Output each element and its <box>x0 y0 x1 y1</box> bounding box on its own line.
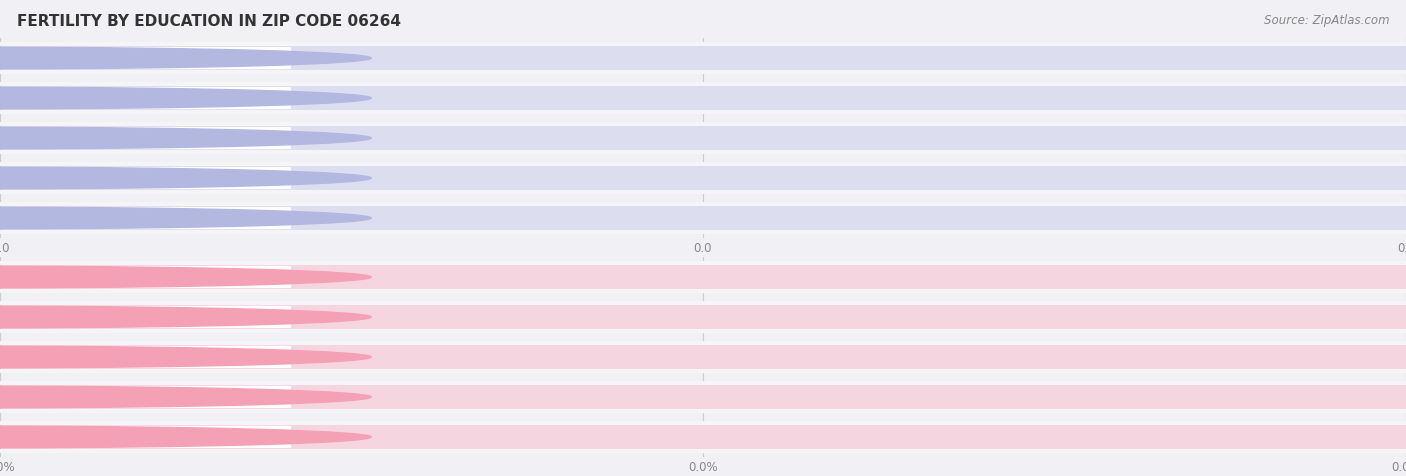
Text: Less than High School: Less than High School <box>77 270 208 284</box>
Bar <box>0 345 1406 369</box>
FancyBboxPatch shape <box>0 47 291 69</box>
Bar <box>0 341 1406 373</box>
Text: 0.0%: 0.0% <box>287 392 318 402</box>
Bar <box>0 265 1 289</box>
Text: 0.0%: 0.0% <box>287 272 318 282</box>
Bar <box>0 86 1406 110</box>
Text: Graduate Degree: Graduate Degree <box>91 430 194 444</box>
Text: 0.0: 0.0 <box>292 213 312 223</box>
Circle shape <box>0 47 371 69</box>
Bar <box>0 46 1 70</box>
Bar <box>0 385 1406 409</box>
Bar <box>0 122 1406 154</box>
Bar <box>0 82 1406 114</box>
FancyBboxPatch shape <box>0 346 291 368</box>
Circle shape <box>0 266 371 288</box>
Text: 0.0%: 0.0% <box>287 432 318 442</box>
Bar <box>0 166 1 190</box>
Bar <box>0 381 1406 413</box>
FancyBboxPatch shape <box>0 127 291 149</box>
Bar <box>0 166 1406 190</box>
Text: Less than High School: Less than High School <box>77 51 208 65</box>
Text: Bachelor's Degree: Bachelor's Degree <box>89 171 197 185</box>
Circle shape <box>0 127 371 149</box>
Bar <box>0 202 1406 234</box>
Text: 0.0: 0.0 <box>292 53 312 63</box>
Text: College or Associate's Degree: College or Associate's Degree <box>55 131 231 145</box>
Bar <box>0 46 1406 70</box>
Text: Bachelor's Degree: Bachelor's Degree <box>89 390 197 404</box>
Circle shape <box>0 87 371 109</box>
Bar <box>0 301 1406 333</box>
Bar <box>0 86 1 110</box>
FancyBboxPatch shape <box>0 386 291 408</box>
Bar <box>0 126 1 150</box>
FancyBboxPatch shape <box>0 167 291 189</box>
Bar <box>0 162 1406 194</box>
Circle shape <box>0 306 371 328</box>
Circle shape <box>0 426 371 448</box>
Text: Graduate Degree: Graduate Degree <box>91 211 194 225</box>
Bar <box>0 421 1406 453</box>
FancyBboxPatch shape <box>0 207 291 229</box>
Bar <box>0 305 1406 329</box>
Bar <box>0 42 1406 74</box>
Bar <box>0 385 1 409</box>
Text: College or Associate's Degree: College or Associate's Degree <box>55 350 231 364</box>
Bar <box>0 206 1406 230</box>
Circle shape <box>0 167 371 189</box>
Text: 0.0: 0.0 <box>292 133 312 143</box>
Bar <box>0 126 1406 150</box>
Bar <box>0 265 1406 289</box>
Bar <box>0 261 1406 293</box>
Text: 0.0: 0.0 <box>292 93 312 103</box>
Circle shape <box>0 346 371 368</box>
Circle shape <box>0 386 371 408</box>
Bar <box>0 305 1 329</box>
Text: 0.0%: 0.0% <box>287 352 318 362</box>
FancyBboxPatch shape <box>0 87 291 109</box>
FancyBboxPatch shape <box>0 266 291 288</box>
Text: 0.0: 0.0 <box>292 173 312 183</box>
Text: FERTILITY BY EDUCATION IN ZIP CODE 06264: FERTILITY BY EDUCATION IN ZIP CODE 06264 <box>17 14 401 30</box>
FancyBboxPatch shape <box>0 306 291 328</box>
Text: High School Diploma: High School Diploma <box>82 310 204 324</box>
Bar <box>0 425 1 449</box>
FancyBboxPatch shape <box>0 426 291 448</box>
Bar <box>0 425 1406 449</box>
Circle shape <box>0 207 371 229</box>
Bar <box>0 206 1 230</box>
Text: Source: ZipAtlas.com: Source: ZipAtlas.com <box>1264 14 1389 27</box>
Bar <box>0 345 1 369</box>
Text: 0.0%: 0.0% <box>287 312 318 322</box>
Text: High School Diploma: High School Diploma <box>82 91 204 105</box>
